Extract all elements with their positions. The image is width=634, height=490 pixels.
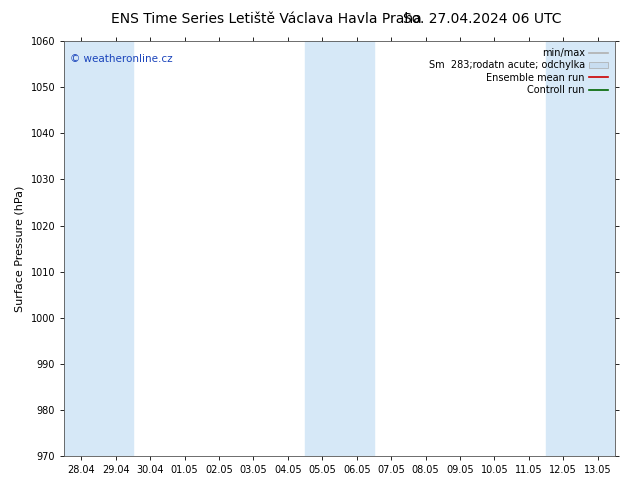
Legend: min/max, Sm  283;rodatn acute; odchylka, Ensemble mean run, Controll run: min/max, Sm 283;rodatn acute; odchylka, … — [427, 46, 610, 97]
Bar — [64, 41, 133, 456]
Text: So. 27.04.2024 06 UTC: So. 27.04.2024 06 UTC — [403, 12, 561, 26]
Text: © weatheronline.cz: © weatheronline.cz — [70, 54, 172, 64]
Bar — [546, 41, 615, 456]
Text: ENS Time Series Letiště Václava Havla Praha: ENS Time Series Letiště Václava Havla Pr… — [111, 12, 422, 26]
Y-axis label: Surface Pressure (hPa): Surface Pressure (hPa) — [15, 185, 25, 312]
Bar — [305, 41, 374, 456]
